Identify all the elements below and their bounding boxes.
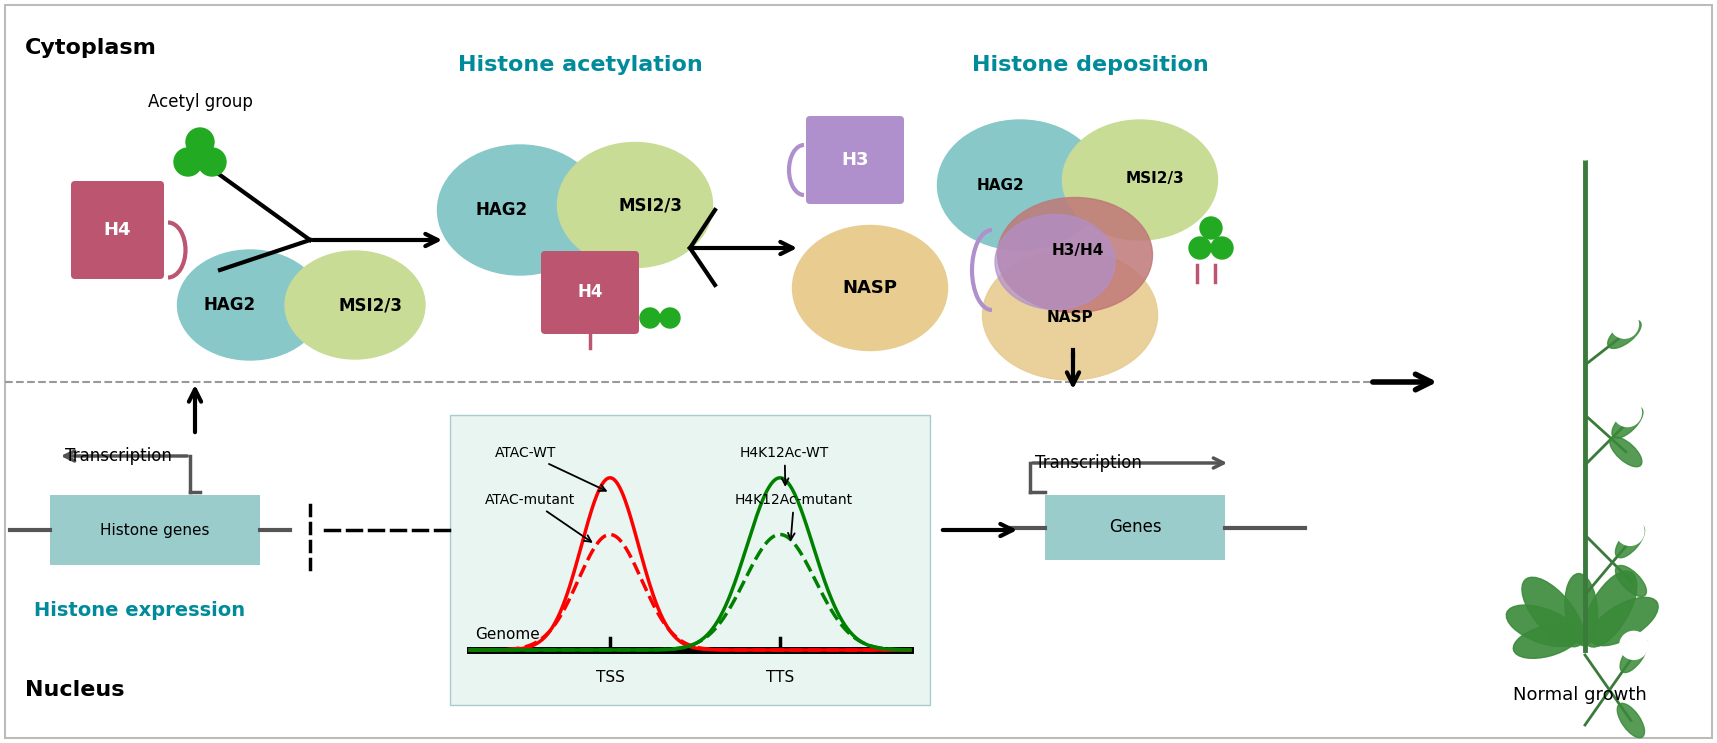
Ellipse shape <box>1621 638 1647 672</box>
Text: H4K12Ac-mutant: H4K12Ac-mutant <box>735 493 853 539</box>
Text: HAG2: HAG2 <box>977 178 1023 192</box>
Ellipse shape <box>1612 407 1643 438</box>
Ellipse shape <box>1616 565 1647 597</box>
Circle shape <box>1616 517 1643 545</box>
Ellipse shape <box>1617 704 1645 738</box>
Text: ATAC-mutant: ATAC-mutant <box>484 493 591 542</box>
Text: Histone acetylation: Histone acetylation <box>458 55 702 75</box>
Ellipse shape <box>1583 571 1636 647</box>
Text: TTS: TTS <box>766 670 795 685</box>
Text: NASP: NASP <box>1047 311 1094 325</box>
Text: Transcription: Transcription <box>1035 454 1142 472</box>
Text: HAG2: HAG2 <box>476 201 529 219</box>
Text: Transcription: Transcription <box>65 447 172 465</box>
Ellipse shape <box>1063 120 1217 240</box>
Text: Histone expression: Histone expression <box>34 600 246 620</box>
Circle shape <box>1200 217 1223 239</box>
Circle shape <box>1611 311 1638 338</box>
Ellipse shape <box>1611 437 1641 467</box>
Circle shape <box>1210 237 1233 259</box>
Text: Acetyl group: Acetyl group <box>148 93 252 111</box>
Ellipse shape <box>1564 574 1599 646</box>
FancyBboxPatch shape <box>70 181 165 279</box>
FancyBboxPatch shape <box>50 495 259 565</box>
Ellipse shape <box>937 120 1102 250</box>
Text: HAG2: HAG2 <box>204 296 256 314</box>
Text: Genes: Genes <box>1109 519 1161 536</box>
Text: NASP: NASP <box>843 279 898 297</box>
Circle shape <box>640 308 659 328</box>
Ellipse shape <box>793 225 948 351</box>
Ellipse shape <box>1607 320 1641 348</box>
Text: Histone deposition: Histone deposition <box>972 55 1209 75</box>
Ellipse shape <box>994 215 1114 310</box>
Ellipse shape <box>1590 597 1659 646</box>
Circle shape <box>1188 237 1210 259</box>
Circle shape <box>185 128 215 156</box>
Ellipse shape <box>558 143 713 267</box>
Ellipse shape <box>1513 624 1580 658</box>
Text: H4K12Ac-WT: H4K12Ac-WT <box>740 446 829 485</box>
Ellipse shape <box>177 250 323 360</box>
Text: TSS: TSS <box>596 670 625 685</box>
FancyBboxPatch shape <box>450 415 931 705</box>
Text: H4: H4 <box>577 283 603 301</box>
Ellipse shape <box>1616 525 1645 558</box>
Circle shape <box>1614 398 1641 426</box>
Ellipse shape <box>1521 577 1583 647</box>
Text: Normal growth: Normal growth <box>1513 686 1647 704</box>
Circle shape <box>1573 136 1597 160</box>
Text: MSI2/3: MSI2/3 <box>1126 170 1185 186</box>
Text: MSI2/3: MSI2/3 <box>338 296 402 314</box>
Circle shape <box>1619 632 1648 659</box>
Circle shape <box>659 308 680 328</box>
Text: Histone genes: Histone genes <box>100 522 209 537</box>
Text: H3/H4: H3/H4 <box>1053 242 1104 258</box>
Text: H4: H4 <box>103 221 130 239</box>
Text: MSI2/3: MSI2/3 <box>618 196 682 214</box>
Ellipse shape <box>285 251 426 359</box>
Text: H3: H3 <box>841 151 869 169</box>
Circle shape <box>173 148 203 176</box>
Ellipse shape <box>998 198 1152 313</box>
Circle shape <box>1592 158 1616 182</box>
FancyBboxPatch shape <box>5 5 1712 738</box>
Circle shape <box>1557 153 1581 177</box>
Text: ATAC-WT: ATAC-WT <box>494 446 606 491</box>
Ellipse shape <box>982 250 1157 380</box>
FancyBboxPatch shape <box>805 116 903 204</box>
FancyBboxPatch shape <box>1046 495 1224 560</box>
Circle shape <box>197 148 227 176</box>
Ellipse shape <box>438 145 603 275</box>
FancyBboxPatch shape <box>541 251 639 334</box>
Text: Genome: Genome <box>476 627 539 642</box>
Text: Nucleus: Nucleus <box>26 680 125 700</box>
Ellipse shape <box>1506 605 1580 646</box>
Text: Cytoplasm: Cytoplasm <box>26 38 156 58</box>
